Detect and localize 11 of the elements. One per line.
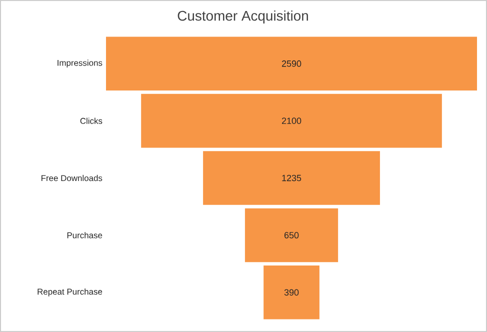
category-label: Repeat Purchase [38,288,102,296]
data-label: 2590 [282,60,302,67]
category-label: Clicks [80,118,102,124]
category-label: Impressions [58,60,102,68]
category-label: Free Downloads [42,174,102,182]
category-label: Purchase [67,232,102,238]
data-label: 650 [284,232,299,238]
text: Customer Acquisition [178,10,308,24]
data-label: 1235 [282,174,302,182]
data-label: 2100 [282,118,302,124]
data-label: 390 [284,289,299,296]
